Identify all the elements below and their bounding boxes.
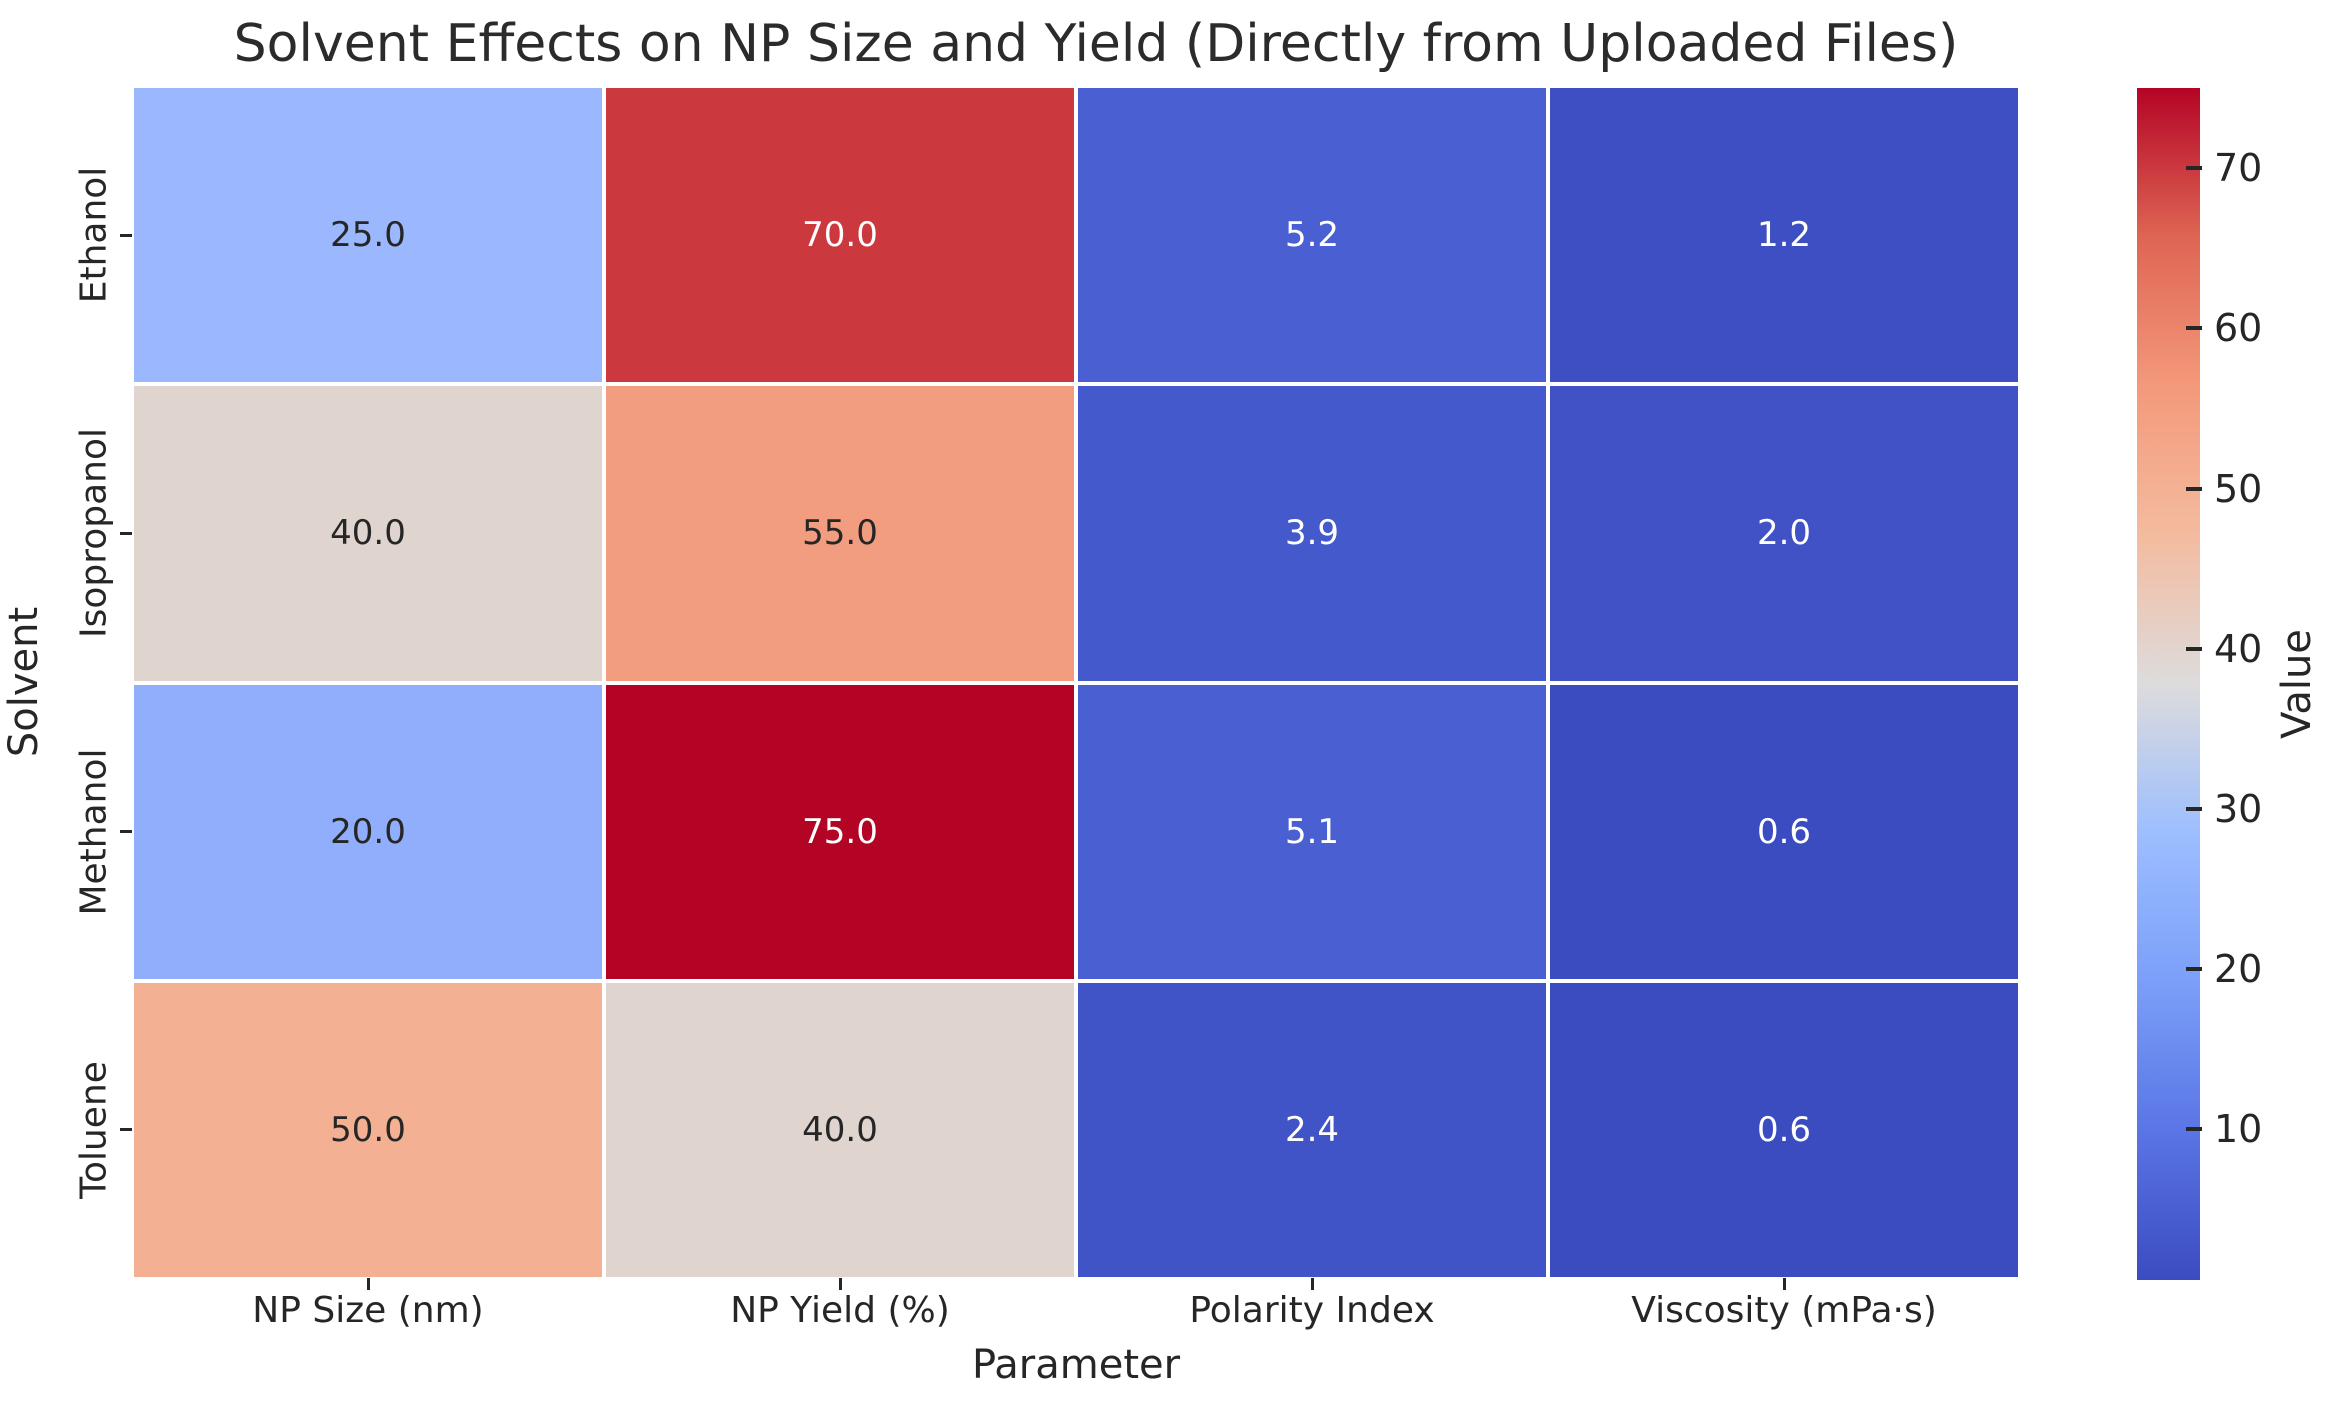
heatmap-cell-r0-c3: 1.2 xyxy=(1550,88,2018,383)
heatmap-cell-r2-c2: 5.1 xyxy=(1078,684,1546,979)
x-tick-mark xyxy=(1310,1278,1314,1290)
col-label-1: NP Yield (%) xyxy=(730,1290,950,1331)
cell-value: 25.0 xyxy=(330,215,406,256)
heatmap-cell-r2-c1: 75.0 xyxy=(606,684,1074,979)
heatmap-cell-r2-c3: 0.6 xyxy=(1550,684,2018,979)
cell-value: 0.6 xyxy=(1756,1109,1812,1150)
cell-value: 40.0 xyxy=(330,513,406,554)
colorbar-tick-mark xyxy=(2186,486,2202,491)
col-label-2: Polarity Index xyxy=(1189,1290,1435,1331)
colorbar-label: Value xyxy=(2274,629,2320,739)
cell-value: 70.0 xyxy=(802,215,878,256)
heatmap-cell-r3-c2: 2.4 xyxy=(1078,982,1546,1277)
colorbar-gradient xyxy=(2137,88,2200,1280)
row-label-2: Methanol xyxy=(73,748,115,916)
heatmap-cell-r1-c1: 55.0 xyxy=(606,386,1074,681)
colorbar-tick-label: 30 xyxy=(2214,786,2263,831)
row-label-1: Isopropanol xyxy=(73,428,115,639)
colorbar-tick-mark xyxy=(2186,1127,2202,1132)
x-tick-mark xyxy=(366,1278,370,1290)
cell-value: 55.0 xyxy=(802,513,878,554)
colorbar-tick-mark xyxy=(2186,326,2202,331)
col-label-0: NP Size (nm) xyxy=(252,1290,484,1331)
colorbar-tick-label: 20 xyxy=(2214,947,2263,992)
heatmap-cell-r3-c1: 40.0 xyxy=(606,982,1074,1277)
y-tick-mark xyxy=(120,830,132,834)
cell-value: 75.0 xyxy=(802,811,878,852)
heatmap-cell-r1-c2: 3.9 xyxy=(1078,386,1546,681)
heatmap-cell-r1-c3: 2.0 xyxy=(1550,386,2018,681)
colorbar-tick-label: 70 xyxy=(2214,146,2263,191)
y-tick-mark xyxy=(120,531,132,535)
col-label-3: Viscosity (mPa·s) xyxy=(1631,1290,1937,1331)
cell-value: 40.0 xyxy=(802,1109,878,1150)
colorbar-tick-mark xyxy=(2186,806,2202,811)
cell-value: 2.0 xyxy=(1756,513,1812,554)
heatmap-cell-r2-c0: 20.0 xyxy=(134,684,602,979)
cell-value: 5.2 xyxy=(1284,215,1340,256)
heatmap-cell-r3-c0: 50.0 xyxy=(134,982,602,1277)
heatmap-cell-r0-c2: 5.2 xyxy=(1078,88,1546,383)
cell-value: 0.6 xyxy=(1756,811,1812,852)
colorbar-tick-mark xyxy=(2186,166,2202,171)
colorbar-tick-label: 50 xyxy=(2214,466,2263,511)
y-tick-mark xyxy=(120,1128,132,1132)
heatmap-cell-r0-c0: 25.0 xyxy=(134,88,602,383)
x-tick-mark xyxy=(1782,1278,1786,1290)
cell-value: 3.9 xyxy=(1284,513,1340,554)
heatmap-cell-r3-c3: 0.6 xyxy=(1550,982,2018,1277)
x-tick-mark xyxy=(838,1278,842,1290)
colorbar-tick-mark xyxy=(2186,967,2202,972)
cell-value: 20.0 xyxy=(330,811,406,852)
x-axis-label: Parameter xyxy=(971,1342,1181,1388)
heatmap-grid: 25.0 70.0 5.2 1.2 40.0 55.0 3.9 2.0 20.0 75.0 5.1 0… xyxy=(134,88,2018,1277)
colorbar-tick-label: 60 xyxy=(2214,306,2263,351)
colorbar-tick-mark xyxy=(2186,646,2202,651)
y-tick-mark xyxy=(120,233,132,237)
heatmap-cell-r0-c1: 70.0 xyxy=(606,88,1074,383)
y-axis-label: Solvent xyxy=(1,606,47,758)
colorbar-tick-label: 10 xyxy=(2214,1107,2263,1152)
cell-value: 1.2 xyxy=(1756,215,1812,256)
row-label-3: Toluene xyxy=(73,1060,115,1199)
heatmap-cell-r1-c0: 40.0 xyxy=(134,386,602,681)
cell-value: 50.0 xyxy=(330,1109,406,1150)
colorbar-tick-label: 40 xyxy=(2214,626,2263,671)
chart-title: Solvent Effects on NP Size and Yield (Di… xyxy=(233,14,1959,74)
cell-value: 5.1 xyxy=(1284,811,1340,852)
row-label-0: Ethanol xyxy=(73,166,115,304)
cell-value: 2.4 xyxy=(1284,1109,1340,1150)
